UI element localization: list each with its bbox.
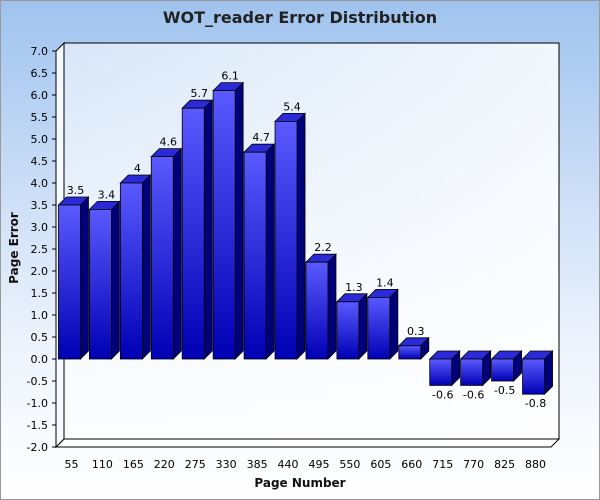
data-label: 5.7 xyxy=(190,87,208,100)
y-tick-label: -2.0 xyxy=(27,441,48,454)
data-label: 4.7 xyxy=(252,131,270,144)
x-tick-label: 330 xyxy=(216,458,237,471)
y-tick-label: 3.0 xyxy=(31,221,49,234)
x-tick-label: 220 xyxy=(154,458,175,471)
y-tick-label: 1.5 xyxy=(31,287,49,300)
y-tick-label: 2.5 xyxy=(31,243,49,256)
y-tick-label: 6.5 xyxy=(31,67,49,80)
bar xyxy=(491,358,514,382)
y-tick-label: 0.5 xyxy=(31,331,49,344)
bar xyxy=(398,345,422,360)
x-tick-label: 825 xyxy=(494,458,515,471)
data-label: 3.4 xyxy=(98,188,116,201)
data-label: 1.3 xyxy=(345,281,363,294)
y-tick-label: 7.0 xyxy=(31,45,49,58)
y-tick-label: 4.0 xyxy=(31,177,49,190)
x-axis-title: Page Number xyxy=(254,476,346,490)
y-tick-label: 6.0 xyxy=(31,89,49,102)
data-label: 2.2 xyxy=(314,241,332,254)
bar-side xyxy=(80,196,89,360)
data-label: 5.4 xyxy=(283,100,301,113)
bar xyxy=(212,90,236,360)
bar-side xyxy=(234,81,244,360)
bar-side xyxy=(296,112,306,360)
bar xyxy=(429,358,453,386)
y-tick-label: -1.0 xyxy=(27,397,48,410)
x-tick-label: 385 xyxy=(247,458,268,471)
x-tick-label: 880 xyxy=(525,458,546,471)
floor xyxy=(54,438,561,448)
y-tick-label: 2.0 xyxy=(31,265,49,278)
x-tick-label: 440 xyxy=(278,458,299,471)
x-tick-label: 495 xyxy=(308,458,329,471)
bar xyxy=(522,358,545,395)
x-tick-label: 550 xyxy=(339,458,360,471)
bar xyxy=(367,296,391,360)
bar xyxy=(150,156,174,360)
x-tick-label: 715 xyxy=(432,458,453,471)
x-tick-label: 770 xyxy=(463,458,484,471)
bar xyxy=(89,208,112,360)
y-tick-label: 5.5 xyxy=(31,111,49,124)
data-label: -0.5 xyxy=(494,384,515,397)
bar-side xyxy=(358,292,368,360)
data-label: 0.3 xyxy=(407,325,425,338)
x-tick-label: 165 xyxy=(123,458,144,471)
data-label: -0.6 xyxy=(432,388,453,401)
bar-side xyxy=(172,147,182,360)
x-tick-label: 275 xyxy=(185,458,206,471)
x-tick-label: 605 xyxy=(370,458,391,471)
bar-side xyxy=(203,99,213,360)
bar xyxy=(119,182,143,360)
bar xyxy=(305,261,329,360)
bar xyxy=(274,121,298,360)
x-tick-label: 110 xyxy=(92,458,113,471)
bar xyxy=(336,301,360,360)
data-label: 6.1 xyxy=(221,70,239,83)
bar-side xyxy=(327,253,337,360)
y-tick-label: -1.5 xyxy=(27,419,48,432)
y-tick-label: 0.0 xyxy=(31,353,49,366)
y-tick-label: 5.0 xyxy=(31,133,49,146)
bar xyxy=(181,107,205,360)
bar-side xyxy=(389,288,399,360)
y-tick-label: -0.5 xyxy=(27,375,48,388)
bar xyxy=(460,358,484,386)
data-label: 1.4 xyxy=(376,276,394,289)
bar xyxy=(58,204,81,360)
x-tick-label: 660 xyxy=(401,458,422,471)
data-label: 3.5 xyxy=(67,184,85,197)
data-label: -0.8 xyxy=(525,397,546,410)
chart-title: WOT_reader Error Distribution xyxy=(162,8,438,27)
data-label: 4 xyxy=(134,162,141,175)
data-label: 4.6 xyxy=(160,136,178,149)
bar-side xyxy=(111,200,120,360)
bar xyxy=(243,151,267,360)
data-label: -0.6 xyxy=(463,388,484,401)
x-tick-label: 55 xyxy=(64,458,78,471)
bar-side xyxy=(265,143,275,360)
y-tick-label: 1.0 xyxy=(31,309,49,322)
y-tick-label: 3.5 xyxy=(31,199,49,212)
y-tick-label: 4.5 xyxy=(31,155,49,168)
bar-side xyxy=(141,174,151,360)
